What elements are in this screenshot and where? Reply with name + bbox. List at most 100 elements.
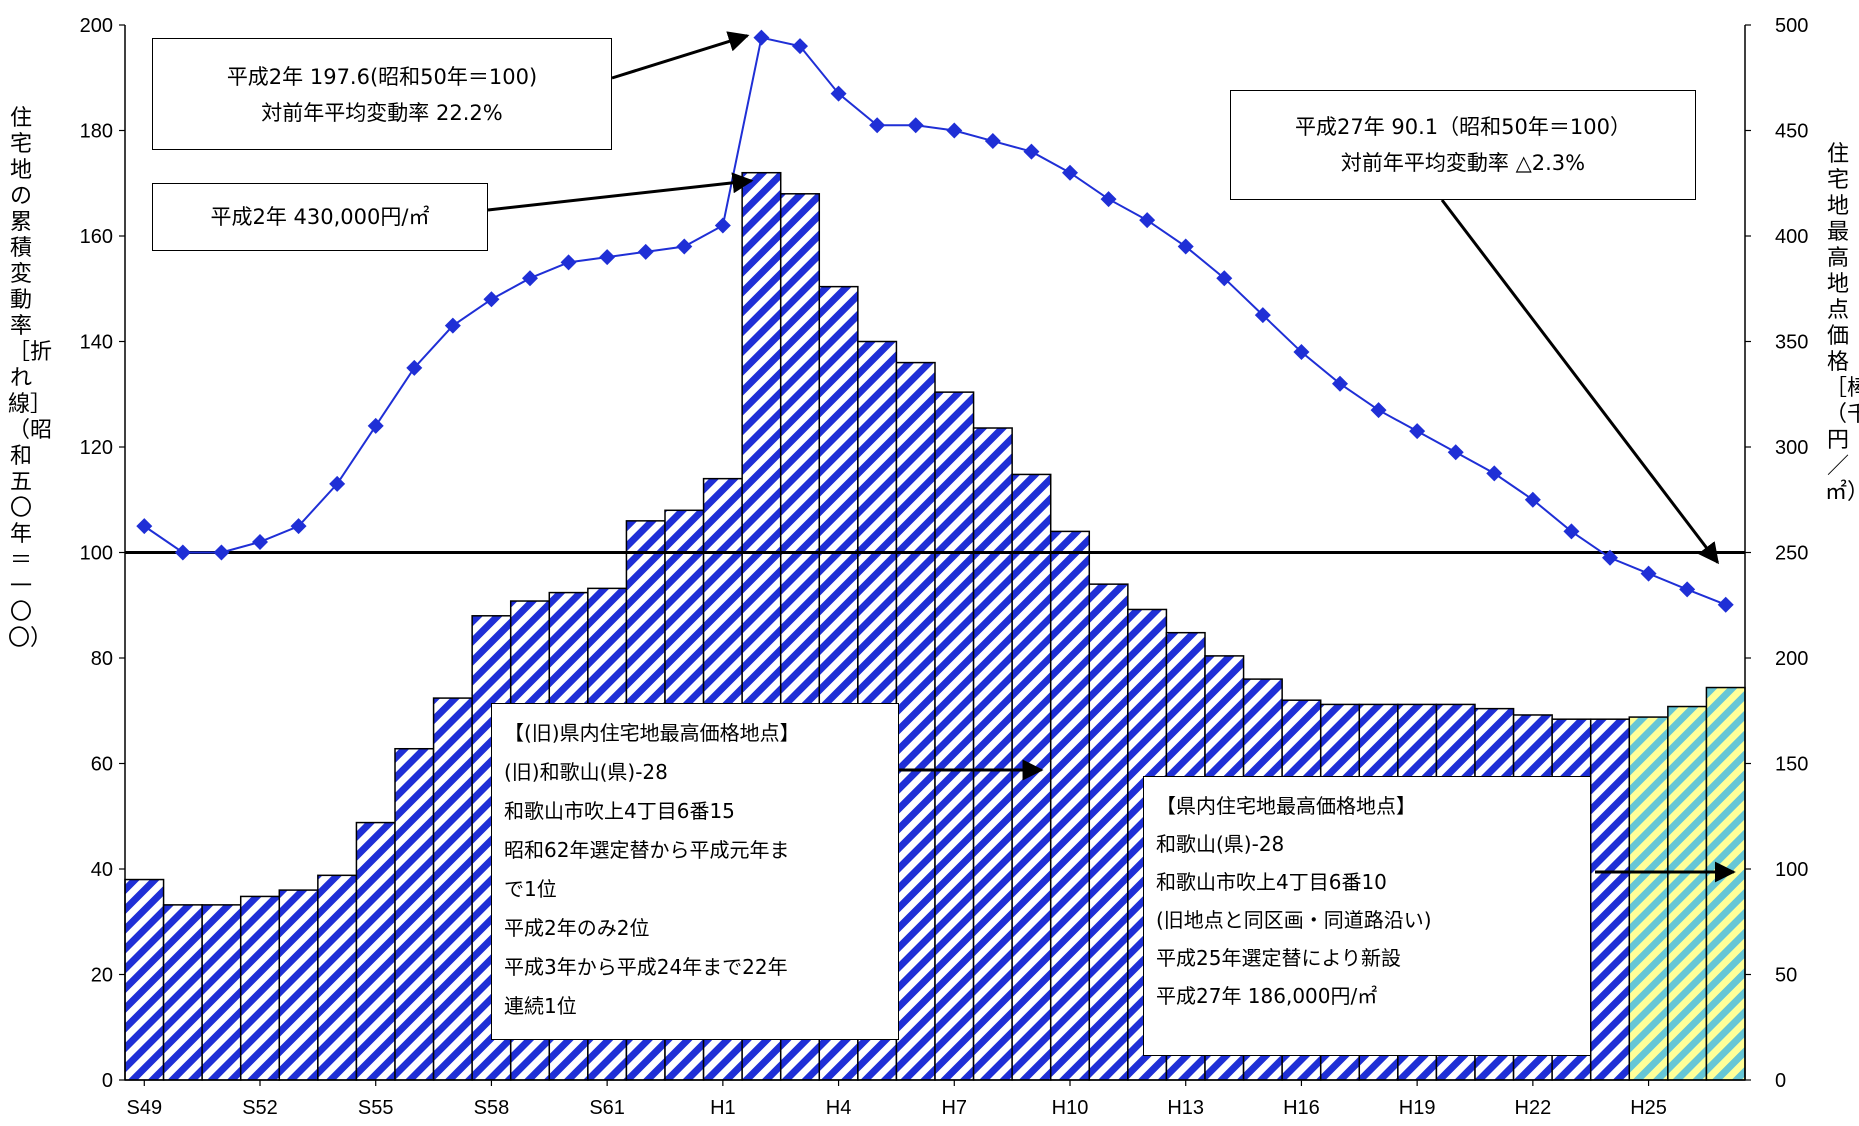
x-tick-label: S52 bbox=[242, 1097, 278, 1119]
annotation-old-point-line-1: 【(旧)県内住宅地最高価格地点】 bbox=[504, 721, 800, 745]
annotation-peak-price: 平成2年 430,000円/㎡ bbox=[152, 183, 488, 251]
x-tick-label: H22 bbox=[1515, 1097, 1552, 1119]
point-H17 bbox=[1332, 375, 1348, 392]
point-S62 bbox=[637, 243, 654, 260]
point-H26 bbox=[1679, 581, 1696, 598]
point-H5 bbox=[869, 117, 886, 134]
annotation-old-point-line-4: 昭和62年選定替から平成元年ま bbox=[504, 838, 790, 862]
x-tick-label: H7 bbox=[941, 1097, 967, 1119]
point-H15 bbox=[1254, 307, 1271, 324]
bar-S49 bbox=[124, 878, 165, 1081]
point-H6 bbox=[907, 117, 924, 134]
point-S63 bbox=[676, 238, 693, 255]
point-S55 bbox=[367, 417, 384, 434]
arrow-peak-index bbox=[611, 31, 750, 80]
index-line bbox=[143, 36, 1727, 606]
point-H12 bbox=[1139, 212, 1156, 229]
x-tick-label: S49 bbox=[126, 1097, 162, 1119]
point-H21 bbox=[1486, 465, 1503, 482]
point-S51 bbox=[213, 544, 230, 561]
point-H19 bbox=[1409, 423, 1426, 440]
point-S53 bbox=[290, 518, 307, 535]
x-tick-label: S61 bbox=[589, 1097, 625, 1119]
annotation-peak-index: 平成2年 197.6(昭和50年＝100) 対前年平均変動率 22.2% bbox=[152, 38, 612, 150]
bar-S50 bbox=[162, 904, 203, 1081]
bar-S55 bbox=[355, 821, 396, 1081]
point-H24 bbox=[1602, 549, 1618, 566]
annotation-old-point-line-2: (旧)和歌山(県)-28 bbox=[504, 760, 668, 784]
point-S61 bbox=[599, 249, 616, 266]
bar-S56 bbox=[394, 747, 435, 1081]
bar-H7 bbox=[934, 391, 975, 1081]
annotation-old-point-line-7: 平成3年から平成24年まで22年 bbox=[504, 955, 788, 979]
annotation-new-point-line-2: 和歌山(県)-28 bbox=[1156, 832, 1285, 856]
point-H23 bbox=[1563, 523, 1580, 540]
y-right-tick-label: 250 bbox=[1775, 543, 1808, 565]
y-right-tick-label: 350 bbox=[1775, 332, 1808, 354]
annotation-peak-price-line-1: 平成2年 430,000円/㎡ bbox=[210, 205, 430, 229]
bar-H8 bbox=[972, 427, 1013, 1081]
line-series bbox=[136, 29, 1734, 613]
point-H13 bbox=[1177, 238, 1194, 255]
point-H4 bbox=[830, 85, 847, 102]
x-tick-label: H19 bbox=[1399, 1097, 1436, 1119]
bar-H26 bbox=[1667, 705, 1708, 1081]
point-H27 bbox=[1717, 596, 1734, 613]
annotation-new-point-line-1: 【県内住宅地最高価格地点】 bbox=[1156, 794, 1416, 818]
tick-labels: 0 20 40 60 80 100 120 140 160 180 200 0 50 100 150 200 2… bbox=[80, 15, 1809, 1119]
point-H18 bbox=[1370, 402, 1387, 419]
bar-S54 bbox=[317, 874, 358, 1081]
x-tick-label: H13 bbox=[1167, 1097, 1204, 1119]
point-H3 bbox=[792, 38, 808, 55]
point-H14 bbox=[1216, 270, 1233, 287]
point-H11 bbox=[1100, 191, 1117, 208]
point-S58 bbox=[483, 291, 500, 308]
y-left-tick-label: 100 bbox=[80, 543, 113, 565]
annotation-old-point-line-3: 和歌山市吹上4丁目6番15 bbox=[504, 799, 735, 823]
annotation-old-point-line-5: で1位 bbox=[504, 877, 557, 901]
bar-S51 bbox=[201, 904, 242, 1081]
bar-H6 bbox=[895, 361, 936, 1081]
y-left-tick-label: 0 bbox=[102, 1070, 113, 1092]
y-right-tick-label: 500 bbox=[1775, 15, 1808, 37]
annotation-latest-index-line-1: 平成27年 90.1（昭和50年＝100） bbox=[1295, 115, 1631, 139]
bar-H27 bbox=[1705, 686, 1746, 1081]
point-S59 bbox=[522, 270, 538, 287]
annotation-peak-index-line-1: 平成2年 197.6(昭和50年＝100) bbox=[226, 65, 538, 89]
point-S57 bbox=[444, 317, 461, 334]
y-left-axis-label: 住宅地の累積変動率［折れ線］（昭和五〇年＝一〇〇） bbox=[8, 106, 53, 651]
arrow-latest-index bbox=[1440, 199, 1719, 565]
point-H25 bbox=[1640, 565, 1657, 582]
point-S50 bbox=[174, 544, 191, 561]
annotation-new-point-line-3: 和歌山市吹上4丁目6番10 bbox=[1156, 870, 1387, 894]
annotation-new-point-line-5: 平成25年選定替により新設 bbox=[1156, 946, 1402, 970]
y-left-tick-label: 200 bbox=[80, 15, 113, 37]
bar-H25 bbox=[1628, 716, 1669, 1081]
y-right-tick-label: 100 bbox=[1775, 859, 1808, 881]
annotation-old-point: 【(旧)県内住宅地最高価格地点】 (旧)和歌山(県)-28 和歌山市吹上4丁目6… bbox=[491, 703, 899, 1040]
annotation-new-point-line-4: (旧地点と同区画・同道路沿い) bbox=[1156, 908, 1432, 932]
point-H1 bbox=[714, 217, 731, 234]
annotation-new-point: 【県内住宅地最高価格地点】 和歌山(県)-28 和歌山市吹上4丁目6番10 (旧… bbox=[1143, 776, 1591, 1056]
y-left-tick-label: 60 bbox=[91, 754, 113, 776]
arrow-peak-price bbox=[487, 172, 754, 212]
bar-H10 bbox=[1049, 530, 1091, 1081]
y-left-tick-label: 40 bbox=[91, 859, 113, 881]
y-right-tick-label: 200 bbox=[1775, 648, 1808, 670]
annotation-arrows bbox=[487, 31, 1736, 883]
bar-S53 bbox=[278, 889, 319, 1081]
y-left-tick-label: 140 bbox=[80, 332, 113, 354]
annotation-old-point-line-8: 連続1位 bbox=[504, 994, 577, 1018]
annotation-latest-index-line-2: 対前年平均変動率 △2.3% bbox=[1340, 151, 1586, 175]
annotation-latest-index: 平成27年 90.1（昭和50年＝100） 対前年平均変動率 △2.3% bbox=[1230, 90, 1696, 200]
y-right-axis-label: 住宅地最高地点価格［棒］（千円／㎡） bbox=[1825, 142, 1859, 505]
y-right-tick-label: 150 bbox=[1775, 754, 1808, 776]
bar-H11 bbox=[1088, 583, 1129, 1081]
point-H22 bbox=[1524, 491, 1541, 508]
point-H20 bbox=[1447, 444, 1464, 461]
x-tick-label: S58 bbox=[474, 1097, 510, 1119]
x-tick-label: S55 bbox=[358, 1097, 394, 1119]
y-right-tick-label: 400 bbox=[1775, 226, 1808, 248]
point-S54 bbox=[329, 475, 346, 492]
point-S60 bbox=[560, 254, 577, 271]
